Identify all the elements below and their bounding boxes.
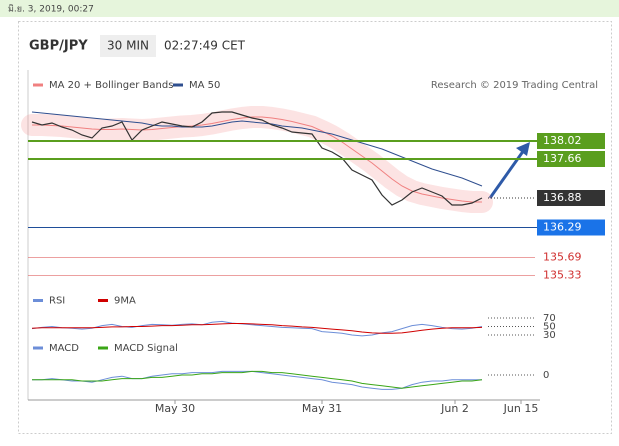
arrow-head [516, 142, 530, 156]
x-tick-label: May 30 [155, 402, 195, 415]
ma20-line [32, 116, 482, 203]
level-label: 136.29 [543, 221, 582, 234]
x-tick-label: May 31 [302, 402, 342, 415]
level-box [537, 190, 605, 206]
legend-label: MA 50 [189, 80, 220, 91]
y-tick-label: 0 [543, 370, 549, 381]
level-label: 135.33 [543, 269, 582, 282]
level-label: 135.69 [543, 251, 582, 264]
legend-label: MACD Signal [114, 343, 178, 354]
indicator-line [31, 323, 483, 334]
x-tick-label: Jun 2 [440, 402, 469, 415]
x-tick-label: Jun 15 [503, 402, 539, 415]
level-label: 137.66 [543, 152, 582, 165]
time: 02:27:49 CET [164, 39, 246, 53]
level-label: 136.88 [543, 191, 582, 204]
interval-box [100, 35, 156, 57]
price-line [31, 111, 483, 206]
y-tick-label: 70 [543, 313, 556, 324]
level-label: 138.02 [543, 134, 582, 147]
level-box [537, 133, 605, 149]
top-bar [0, 0, 619, 17]
indicator-line [32, 370, 483, 389]
symbol: GBP/JPY [29, 39, 88, 54]
y-tick-label: 30 [543, 330, 556, 341]
credit: Research © 2019 Trading Central [431, 80, 598, 91]
indicator-line [31, 320, 483, 337]
legend-label: RSI [49, 296, 65, 307]
legend-label: MA 20 + Bollinger Bands [49, 80, 173, 91]
legend-label: MACD [49, 343, 79, 354]
indicator-line [32, 370, 482, 390]
interval: 30 MIN [107, 39, 149, 53]
legend-label: 9MA [114, 296, 136, 307]
y-tick-label: 50 [543, 322, 556, 333]
level-box [537, 219, 605, 236]
level-box [537, 151, 605, 167]
date: มิ.ย. 3, 2019, 00:27 [8, 4, 94, 15]
